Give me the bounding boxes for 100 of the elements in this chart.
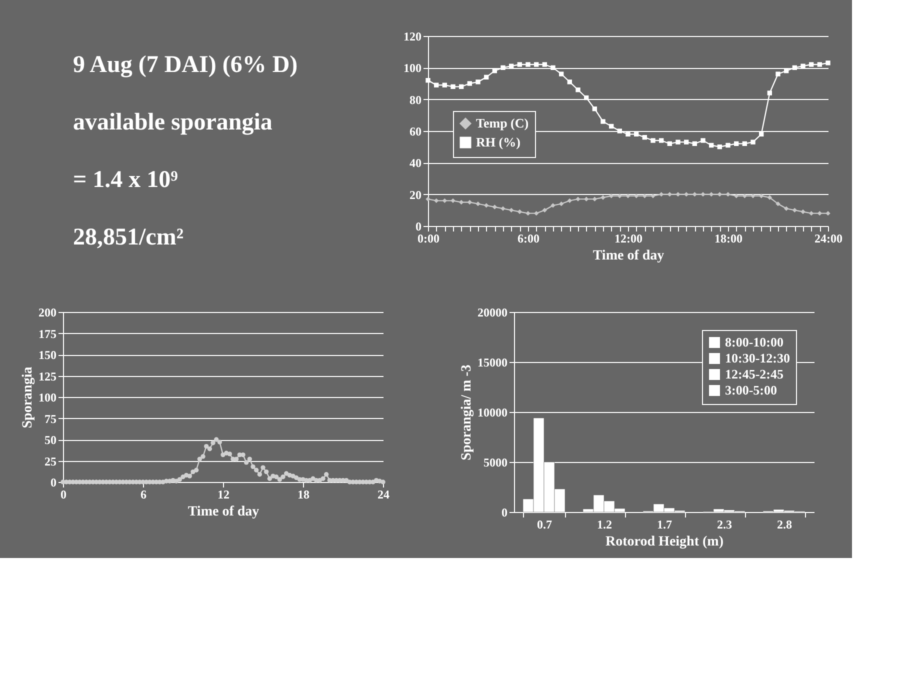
- point: [550, 203, 556, 208]
- point: [567, 80, 572, 84]
- legend-label: Temp (C): [476, 116, 529, 130]
- legend-label: 3:00-5:00: [725, 382, 777, 398]
- point: [467, 81, 472, 86]
- y-tick-label: 40: [410, 156, 422, 170]
- point: [658, 138, 664, 143]
- point: [600, 195, 606, 200]
- x-tick-label: 24:00: [814, 232, 842, 246]
- legend-label: 12:45-2:45: [725, 366, 784, 382]
- y-tick-label: 25: [44, 454, 56, 468]
- text: available sporangia: [73, 109, 272, 136]
- legend-label: RH (%): [476, 134, 520, 150]
- point: [592, 196, 598, 202]
- y-tick-label: 100: [404, 61, 422, 76]
- point: [750, 140, 756, 144]
- x-axis-title: Time of day: [188, 504, 260, 520]
- y-tick-label: 120: [404, 30, 422, 44]
- point: [558, 201, 564, 206]
- point: [484, 74, 489, 80]
- point: [492, 204, 498, 210]
- point: [667, 141, 672, 146]
- y-tick-label: 0: [50, 476, 56, 490]
- point: [526, 210, 530, 216]
- point: [484, 203, 489, 208]
- text: 9 Aug (7 DAI) (6% D): [73, 52, 298, 78]
- point: [542, 208, 548, 213]
- y-tick-label: 5000: [484, 456, 508, 470]
- y-tick-label: 15000: [478, 356, 508, 370]
- y-tick-label: 150: [38, 348, 56, 362]
- point: [608, 194, 614, 198]
- point: [742, 141, 748, 146]
- point: [542, 62, 548, 67]
- y-tick-label: 200: [38, 306, 56, 320]
- x-tick-label: 0: [60, 488, 66, 502]
- point: [792, 65, 798, 70]
- y-tick-label: 125: [38, 369, 56, 384]
- point: [592, 106, 598, 112]
- point: [526, 62, 530, 67]
- x-tick-label: 12: [218, 488, 230, 502]
- y-tick-label: 10000: [478, 406, 508, 420]
- y-tick-label: 0: [416, 220, 422, 234]
- point: [426, 78, 430, 83]
- y-tick-label: 75: [44, 412, 56, 426]
- y-tick-label: 50: [44, 433, 56, 447]
- x-tick-label: 6: [140, 488, 146, 502]
- point: [450, 84, 456, 90]
- point: [517, 209, 522, 214]
- text: = 1.4 x 10⁹: [73, 166, 178, 193]
- legend-label: 10:30-12:30: [725, 350, 790, 366]
- point: [467, 200, 472, 205]
- point: [617, 128, 622, 134]
- x-tick-label: 0:00: [418, 232, 440, 246]
- point: [442, 82, 448, 88]
- point: [726, 142, 730, 148]
- point: [434, 82, 439, 88]
- y-tick-label: 60: [410, 124, 422, 138]
- point: [758, 132, 764, 137]
- point: [508, 208, 514, 213]
- point: [700, 138, 706, 143]
- point: [808, 62, 814, 67]
- point: [534, 62, 539, 67]
- point: [567, 198, 572, 204]
- point: [434, 198, 439, 204]
- point: [692, 141, 698, 146]
- point: [576, 196, 580, 202]
- x-tick-label: 2.3: [717, 518, 732, 532]
- point: [650, 194, 656, 198]
- x-axis-title: Rotorod Height (m): [606, 534, 724, 550]
- x-tick-label: 24: [378, 488, 390, 502]
- point: [817, 210, 822, 216]
- point: [726, 192, 730, 197]
- point: [826, 60, 830, 66]
- point: [458, 84, 464, 90]
- x-tick-label: 18: [298, 488, 310, 502]
- x-tick-label: 0.7: [537, 518, 552, 532]
- point: [684, 140, 689, 144]
- x-tick-label: 1.7: [657, 518, 672, 532]
- point: [608, 124, 614, 129]
- point: [584, 95, 589, 100]
- point: [750, 194, 756, 198]
- point: [767, 195, 772, 200]
- point: [517, 62, 522, 67]
- point: [600, 119, 606, 124]
- point: [800, 64, 806, 68]
- y-tick-label: 0: [502, 506, 508, 520]
- point: [792, 208, 798, 213]
- point: [826, 210, 830, 216]
- point: [476, 201, 480, 206]
- point: [676, 192, 680, 197]
- point: [576, 87, 580, 92]
- point: [500, 65, 506, 70]
- point: [426, 196, 430, 202]
- y-tick-label: 175: [38, 326, 56, 341]
- point: [800, 209, 806, 214]
- y-tick-label: 100: [38, 390, 56, 404]
- point: [508, 64, 514, 68]
- point: [450, 198, 456, 204]
- point: [817, 62, 822, 67]
- point: [476, 80, 480, 84]
